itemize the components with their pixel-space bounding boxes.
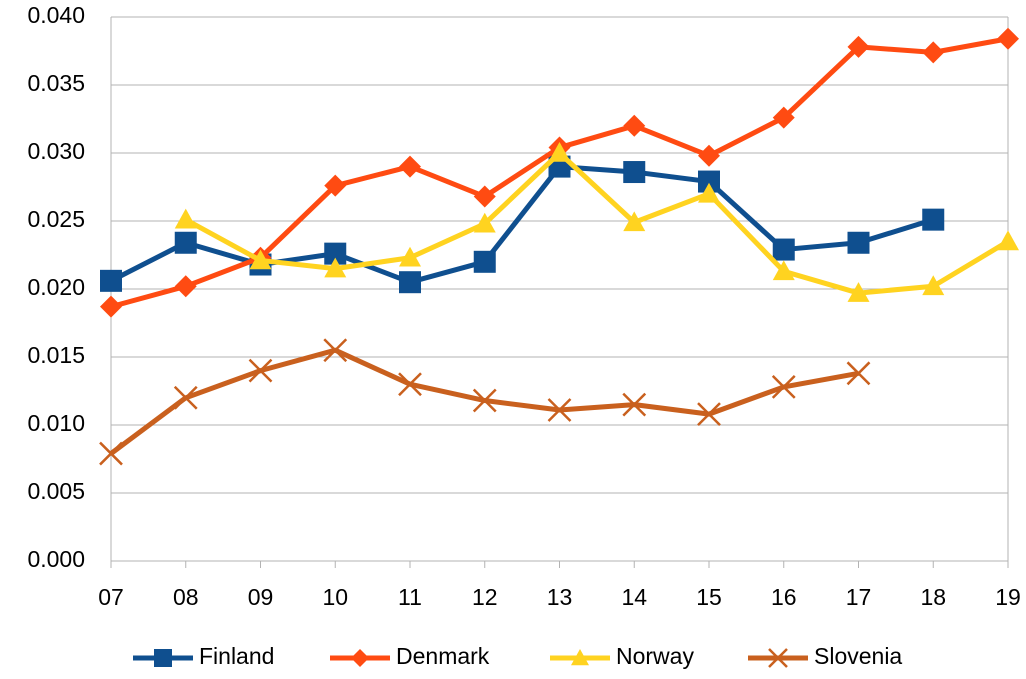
x-tick-label: 18 <box>920 584 946 610</box>
x-tick-label: 11 <box>398 584 422 610</box>
legend-item: Denmark <box>330 643 490 669</box>
series-line <box>109 164 934 285</box>
legend-marker <box>351 649 369 667</box>
x-tick-label: 15 <box>696 584 722 610</box>
legend-marker <box>768 648 788 668</box>
x-tick-label: 14 <box>621 584 647 610</box>
x-tick-label: 10 <box>322 584 348 610</box>
x-tick-label: 19 <box>995 584 1021 610</box>
y-tick-label: 0.015 <box>27 342 85 368</box>
marker <box>174 208 197 229</box>
marker <box>922 275 945 296</box>
marker <box>847 231 870 254</box>
marker <box>997 27 1019 50</box>
x-tick-label: 12 <box>472 584 498 610</box>
marker <box>174 275 197 298</box>
y-tick-label: 0.025 <box>27 206 85 232</box>
marker <box>399 155 421 178</box>
marker <box>997 230 1019 251</box>
marker <box>100 295 122 318</box>
x-tick-label: 08 <box>173 584 199 610</box>
marker <box>473 250 496 273</box>
marker <box>623 114 646 137</box>
marker <box>697 402 721 427</box>
x-tick-label: 09 <box>248 584 274 610</box>
marker <box>473 185 496 208</box>
marker <box>399 246 421 267</box>
marker <box>248 358 273 383</box>
y-tick-label: 0.030 <box>27 138 85 164</box>
marker <box>772 238 795 261</box>
legend-marker <box>571 649 589 666</box>
legend-item: Finland <box>133 643 274 669</box>
marker <box>324 242 347 265</box>
marker <box>772 106 795 129</box>
y-tick-label: 0.040 <box>27 2 85 28</box>
x-tick-label: 07 <box>98 584 124 610</box>
marker <box>173 385 198 410</box>
marker <box>547 398 572 422</box>
marker <box>174 231 197 254</box>
legend-label: Finland <box>199 643 274 669</box>
marker <box>548 142 571 162</box>
legend-label: Norway <box>616 643 694 669</box>
series-line <box>184 150 1010 296</box>
marker <box>473 212 496 233</box>
legend-item: Norway <box>550 643 694 669</box>
y-tick-label: 0.005 <box>27 478 85 504</box>
marker <box>698 170 720 193</box>
marker <box>324 174 347 197</box>
marker <box>399 271 421 294</box>
marker <box>623 161 646 184</box>
marker <box>772 260 795 281</box>
legend-marker <box>154 649 172 667</box>
x-tick-label: 16 <box>771 584 797 610</box>
x-tick-label: 17 <box>846 584 872 610</box>
y-tick-label: 0.010 <box>27 410 85 436</box>
marker <box>698 182 720 203</box>
marker <box>249 249 272 270</box>
y-tick-label: 0.000 <box>27 546 85 572</box>
marker <box>100 269 122 292</box>
marker <box>99 441 123 466</box>
marker <box>472 388 497 413</box>
marker <box>847 282 870 302</box>
legend-label: Slovenia <box>814 643 902 669</box>
marker <box>324 257 347 278</box>
marker <box>398 372 422 397</box>
legend-label: Denmark <box>396 643 490 669</box>
marker <box>846 361 871 386</box>
marker <box>922 208 945 231</box>
x-tick-label: 13 <box>547 584 573 610</box>
y-tick-label: 0.020 <box>27 274 85 300</box>
y-tick-label: 0.035 <box>27 70 85 96</box>
marker <box>323 338 348 363</box>
legend-item: Slovenia <box>748 643 902 669</box>
marker <box>922 41 945 64</box>
marker <box>622 392 647 417</box>
marker <box>847 35 870 58</box>
marker <box>698 144 720 167</box>
marker <box>623 211 646 232</box>
marker <box>771 375 796 399</box>
